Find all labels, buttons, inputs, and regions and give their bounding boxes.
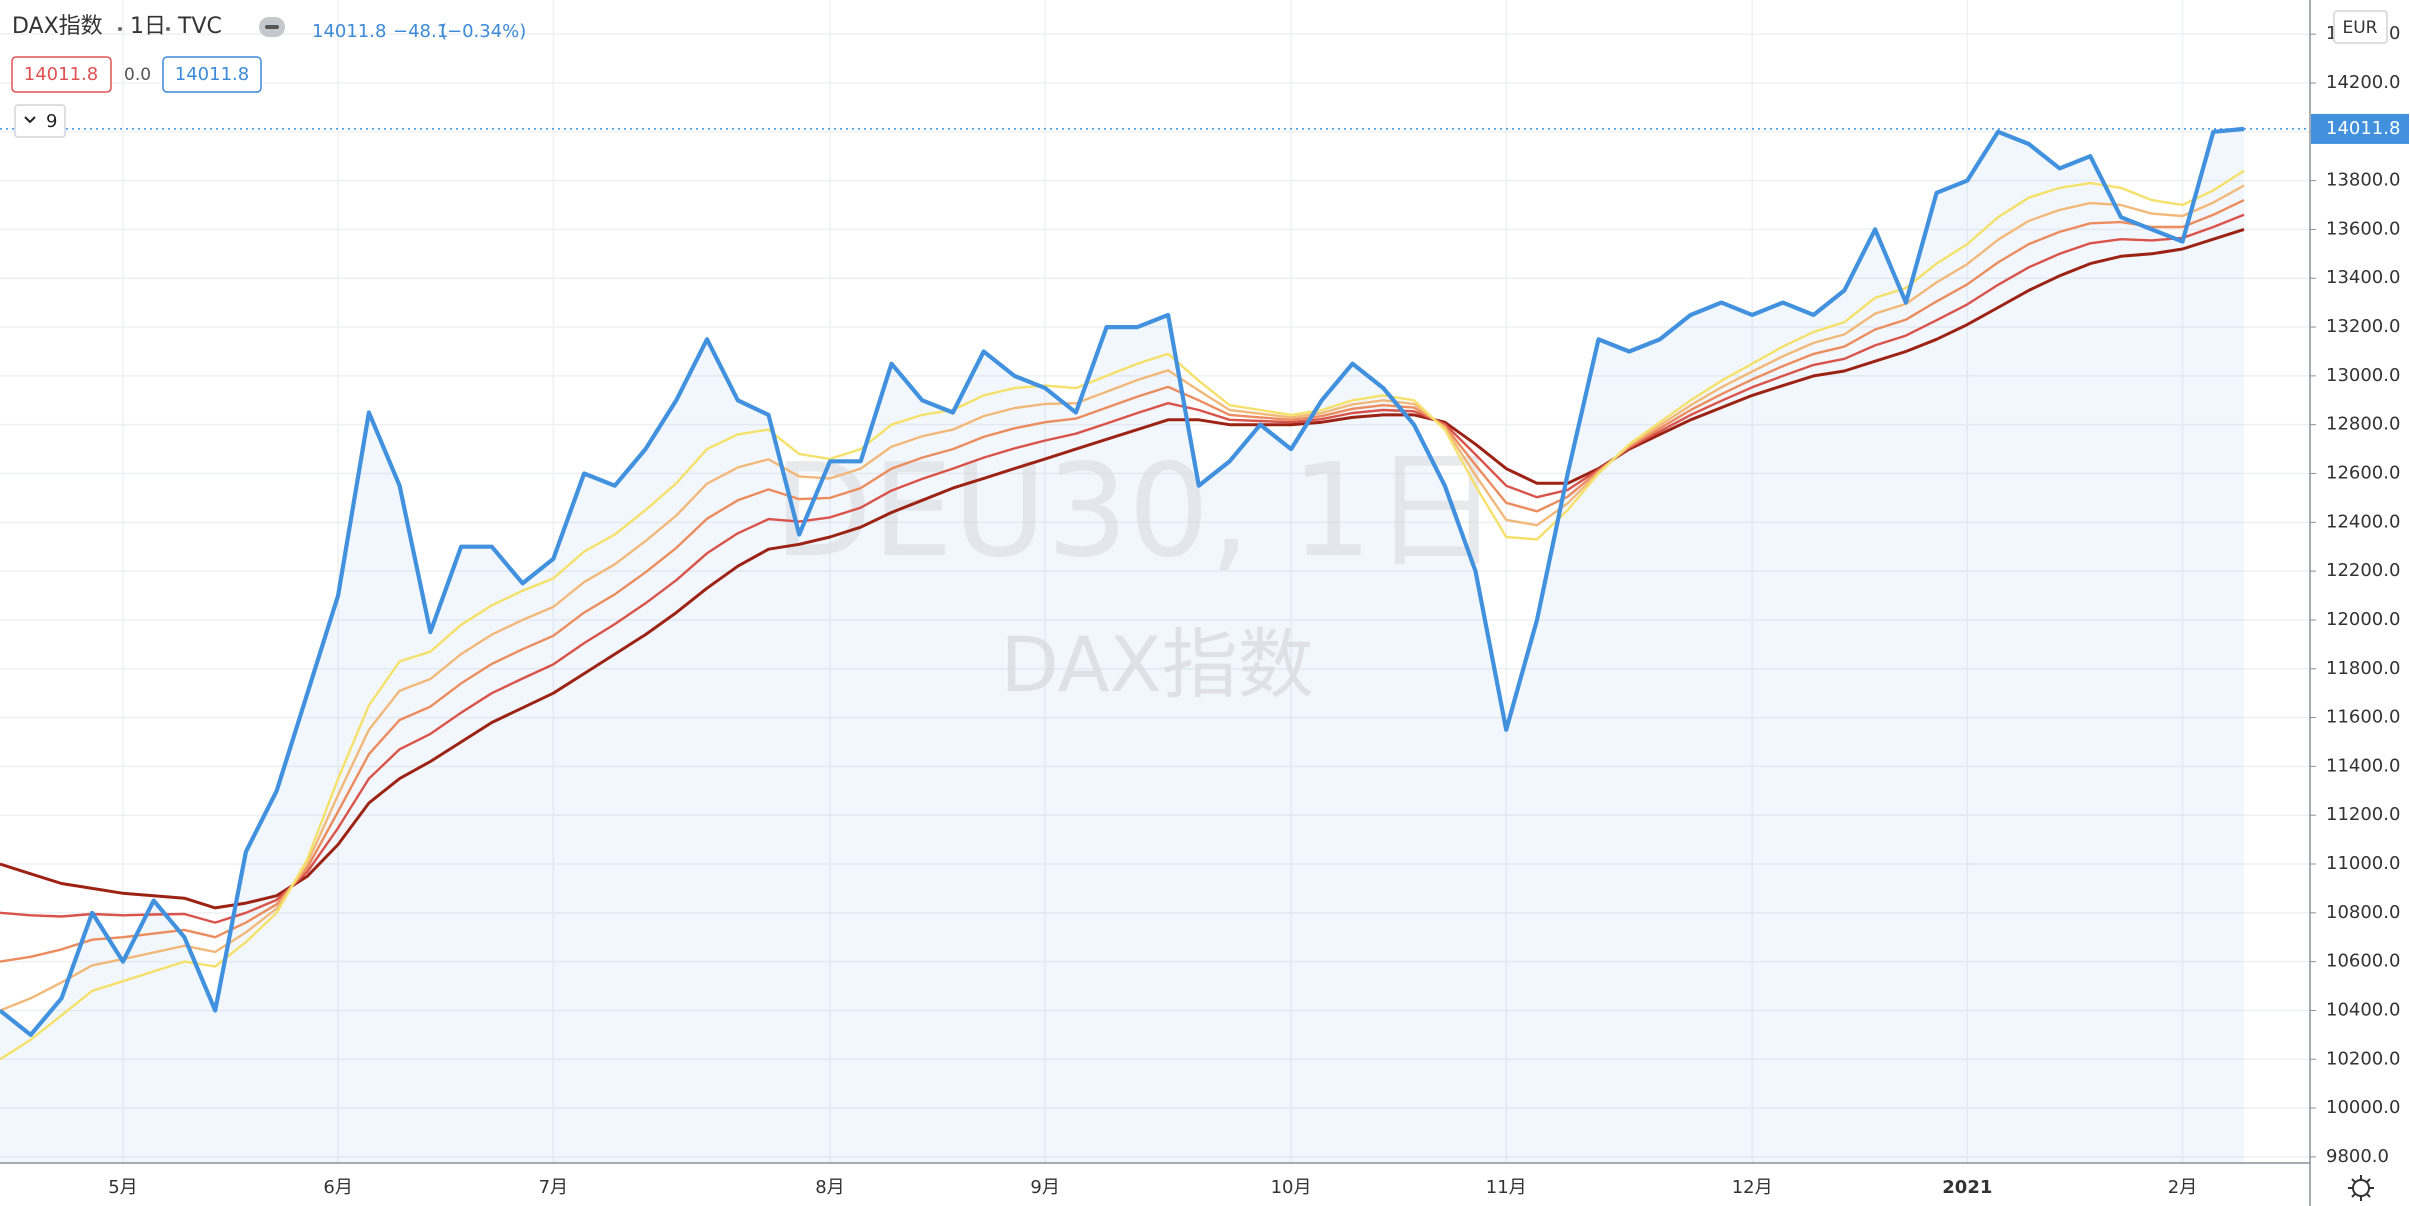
axes: 9800.0 10000.0 10200.0 10400.0 10600.0 10800.… (108, 23, 2409, 1198)
y-tick-label: 13600.0 (2326, 218, 2400, 239)
y-tick-label: 12800.0 (2326, 414, 2400, 435)
x-tick-label: 2月 (2168, 1177, 2197, 1198)
price-axis-bg (2310, 0, 2410, 1206)
time-axis-bg (0, 1163, 2310, 1206)
collapse-button[interactable] (14, 104, 66, 138)
collapse-count: 9 (46, 111, 57, 132)
separator (118, 27, 122, 31)
series-layer (0, 126, 2310, 1061)
source: TVC (177, 14, 222, 39)
x-tick-label: 5月 (108, 1177, 137, 1198)
y-tick-label: 10600.0 (2326, 951, 2400, 972)
y-tick-label: 10400.0 (2326, 999, 2400, 1020)
x-tick-label: 9月 (1030, 1177, 1059, 1198)
ema-line (0, 184, 2245, 1012)
y-tick-label: 13000.0 (2326, 365, 2400, 386)
last-price: 14011.8 (312, 21, 386, 42)
y-tick-label: 9800.0 (2326, 1146, 2389, 1167)
indicator-value: 0.0 (124, 65, 151, 85)
status-pill-dash (265, 25, 279, 29)
x-tick-label: 8月 (815, 1177, 844, 1198)
chevron-icon (24, 116, 36, 124)
y-tick-label: 11000.0 (2326, 853, 2400, 874)
last-price-badge (2311, 113, 2409, 144)
ema-line (0, 227, 2245, 910)
area-fill (0, 128, 2244, 1163)
watermark-subtitle: DAX指数 (1000, 620, 1313, 709)
y-tick-label: 13400.0 (2326, 267, 2400, 288)
interval[interactable]: 1日 (130, 14, 166, 39)
y-tick-label: 13800.0 (2326, 170, 2400, 191)
y-tick-label: 10200.0 (2326, 1048, 2400, 1069)
price-change: −48.1 (393, 21, 448, 42)
y-tick-label: 11400.0 (2326, 755, 2400, 776)
y-tick-label: 12600.0 (2326, 462, 2400, 483)
y-tick-label: 10000.0 (2326, 1097, 2400, 1118)
indicator-value: 14011.8 (175, 64, 249, 85)
x-tick-label: 11月 (1486, 1177, 1527, 1198)
y-tick-label: 12400.0 (2326, 511, 2400, 532)
y-tick-label: 12200.0 (2326, 560, 2400, 581)
price-line (0, 126, 2245, 1037)
ema-line (0, 169, 2245, 1061)
currency: EUR (2343, 18, 2378, 38)
x-tick-label: 7月 (539, 1177, 568, 1198)
y-tick-label: 12000.0 (2326, 609, 2400, 630)
y-tick-label: 11600.0 (2326, 707, 2400, 728)
ema-line (0, 213, 2245, 924)
x-tick-label: 6月 (323, 1177, 352, 1198)
watermark-title: DEU30, 1日 (774, 437, 1501, 586)
y-tick-label: 11800.0 (2326, 658, 2400, 679)
currency-button[interactable] (2333, 10, 2388, 44)
gear-teeth (2348, 1175, 2374, 1201)
last-price-label: 14011.8 (2326, 118, 2400, 139)
y-tick-label: 11200.0 (2326, 804, 2400, 825)
symbol[interactable]: DAX指数 (12, 14, 103, 39)
y-tick-label: 10800.0 (2326, 902, 2400, 923)
indicator-box-red (11, 56, 112, 93)
x-tick-label: 2021 (1942, 1177, 1992, 1198)
plot-area (0, 0, 2310, 1163)
y-tick-label: 13200.0 (2326, 316, 2400, 337)
ema-line (0, 199, 2245, 963)
indicator-box-blue (162, 56, 262, 93)
separator (166, 27, 170, 31)
x-tick-label: 12月 (1732, 1177, 1773, 1198)
price-change-percent: (−0.34%) (440, 21, 526, 42)
x-tick-label: 10月 (1271, 1177, 1312, 1198)
indicator-value: 14011.8 (24, 64, 98, 85)
settings-icon[interactable] (2348, 1175, 2374, 1201)
y-tick-label: 14200.0 (2326, 72, 2400, 93)
